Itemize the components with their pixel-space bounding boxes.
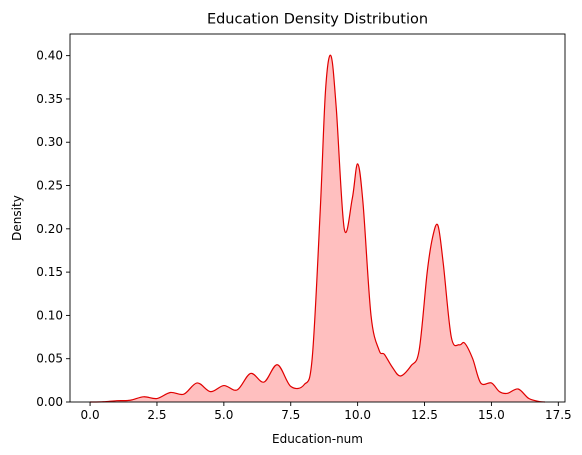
plot-area: 0.0 2.5 5.0 7.5 10.0 12.5 15.0 17.5 0.00 0.05 0.10… [36, 33, 572, 422]
y-tick-label: 0.15 [36, 265, 63, 279]
x-tick-label: 7.5 [281, 408, 300, 422]
y-tick-label: 0.30 [36, 135, 63, 149]
y-tick-label: 0.10 [36, 308, 63, 322]
x-tick-label: 12.5 [411, 408, 438, 422]
y-tick-label: 0.00 [36, 395, 63, 409]
x-axis-title: Education-num [272, 432, 363, 446]
y-tick-label: 0.35 [36, 92, 63, 106]
x-tick-label: 5.0 [214, 408, 233, 422]
y-axis-title: Density [10, 195, 24, 241]
density-line-0 [90, 54, 545, 403]
plot-frame [69, 33, 566, 403]
chart-title: Education Density Distribution [207, 12, 428, 28]
y-tick-label: 0.25 [36, 179, 63, 193]
x-tick-label: 15.0 [478, 408, 505, 422]
density-area-0 [90, 55, 545, 402]
x-tick-label: 0.0 [81, 408, 100, 422]
y-tick-label: 0.05 [36, 352, 63, 366]
x-tick-label: 10.0 [344, 408, 371, 422]
y-tick-label: 0.40 [36, 49, 63, 63]
x-tick-label: 2.5 [147, 408, 166, 422]
y-tick-label: 0.20 [36, 222, 63, 236]
x-tick-label: 17.5 [545, 408, 572, 422]
